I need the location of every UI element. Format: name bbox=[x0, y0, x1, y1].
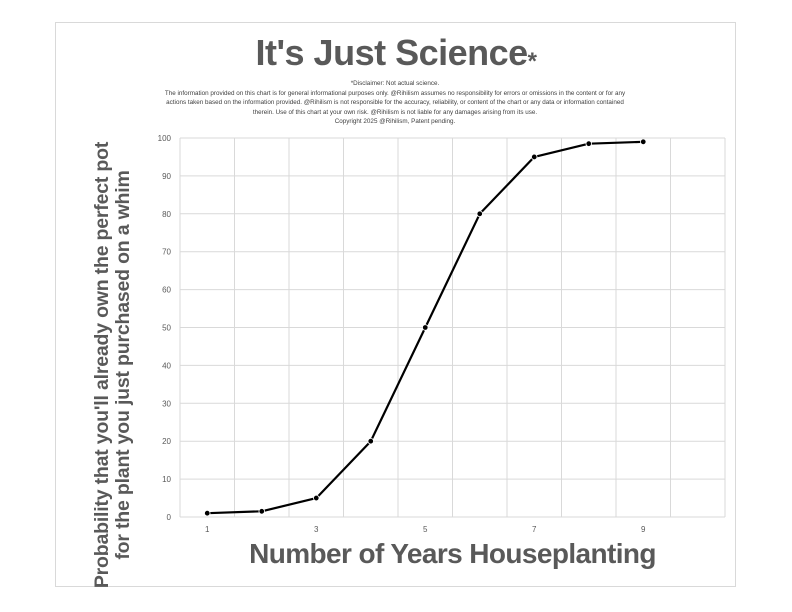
y-tick-label: 10 bbox=[162, 475, 171, 484]
x-tick-label: 9 bbox=[641, 525, 646, 534]
chart-title-text: It's Just Science bbox=[255, 32, 528, 73]
disclaimer-line: therein. Use of this chart at your own r… bbox=[252, 108, 538, 116]
data-point bbox=[313, 494, 320, 502]
y-tick-label: 0 bbox=[167, 513, 172, 522]
y-tick-label: 80 bbox=[162, 210, 171, 219]
grid bbox=[179, 137, 726, 518]
x-tick-label: 3 bbox=[314, 525, 319, 534]
x-axis-label: Number of Years Houseplanting bbox=[249, 538, 656, 569]
x-tick-label: 1 bbox=[205, 525, 210, 534]
disclaimer-line: Copyright 2025 @Rihilism, Patent pending… bbox=[334, 118, 456, 126]
disclaimer-line: actions taken based on the information p… bbox=[166, 99, 624, 107]
data-point bbox=[367, 438, 374, 445]
series bbox=[204, 138, 647, 517]
data-point bbox=[640, 138, 647, 145]
disclaimer-line: The information provided on this chart i… bbox=[164, 89, 626, 97]
y-tick-label: 20 bbox=[162, 437, 171, 446]
y-tick-label: 50 bbox=[162, 324, 171, 333]
y-tick-label: 30 bbox=[162, 399, 171, 408]
x-tick-label: 7 bbox=[532, 525, 537, 534]
data-point bbox=[531, 153, 538, 161]
y-tick-label: 40 bbox=[162, 361, 171, 370]
disclaimer: *Disclaimer: Not actual science. The inf… bbox=[125, 79, 665, 127]
y-tick-label: 100 bbox=[158, 134, 172, 143]
x-tick-label: 5 bbox=[423, 525, 428, 534]
data-point bbox=[476, 210, 483, 217]
y-axis-label: Probability that you'll already own the … bbox=[91, 141, 134, 589]
data-point bbox=[204, 510, 211, 517]
y-tick-label: 90 bbox=[162, 172, 171, 181]
tick-labels: 0 10 20 30 40 50 60 70 80 90 100 1 3 5 7 9 bbox=[158, 134, 646, 534]
chart-frame bbox=[55, 22, 736, 587]
y-tick-label: 60 bbox=[162, 286, 171, 295]
y-tick-label: 70 bbox=[162, 248, 171, 257]
disclaimer-line: *Disclaimer: Not actual science. bbox=[350, 80, 440, 87]
data-point bbox=[585, 140, 592, 147]
chart-title-asterisk: * bbox=[527, 48, 537, 75]
data-point bbox=[422, 324, 429, 331]
chart-title: It's Just Science* bbox=[0, 32, 792, 76]
data-point bbox=[258, 508, 265, 515]
